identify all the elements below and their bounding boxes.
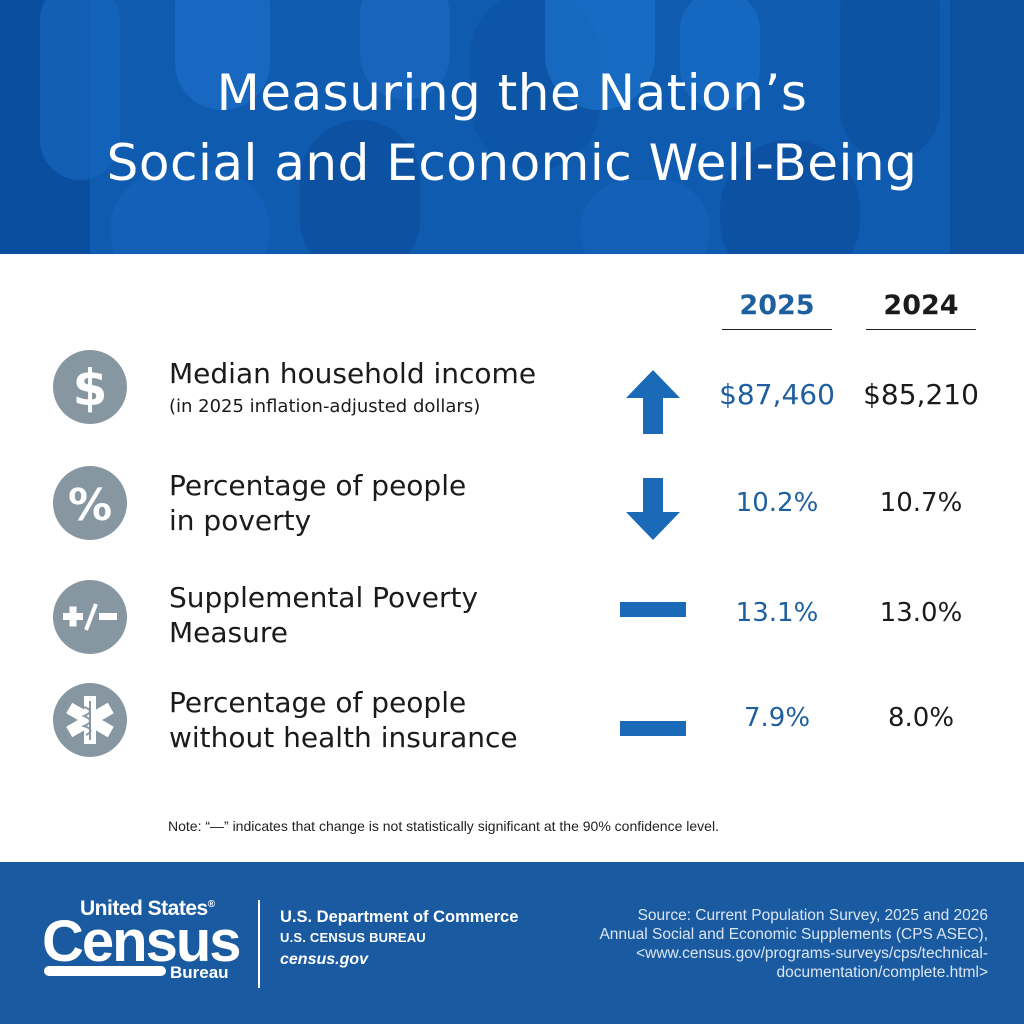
- column-header-2025: 2025: [722, 290, 832, 330]
- website-link[interactable]: census.gov: [280, 951, 369, 968]
- up-arrow-icon: [626, 370, 680, 434]
- stat-label-income: Median household income (in 2025 inflati…: [169, 356, 536, 421]
- svg-text:%: %: [68, 480, 112, 531]
- logo-bureau: Bureau: [170, 963, 229, 982]
- logo-census: Census: [42, 909, 242, 974]
- no-change-dash-icon: [620, 602, 686, 617]
- stat-label-supplemental-poverty: Supplemental Poverty Measure: [169, 580, 478, 650]
- source-line-2: Annual Social and Economic Supplements (…: [599, 926, 988, 943]
- value-2024-supplemental-poverty: 13.0%: [879, 598, 963, 628]
- page-title: Measuring the Nation’s Social and Econom…: [0, 58, 1024, 198]
- no-change-dash-icon: [620, 721, 686, 736]
- percent-icon: %: [53, 466, 127, 540]
- stat-label-poverty-line-2: in poverty: [169, 504, 312, 537]
- significance-note: Note: “—” indicates that change is not s…: [168, 818, 719, 834]
- value-2025-health-insurance: 7.9%: [743, 703, 811, 733]
- department-block: U.S. Department of Commerce U.S. CENSUS …: [280, 906, 518, 972]
- stat-label-health-line-2: without health insurance: [169, 721, 518, 754]
- stat-label-income-text: Median household income: [169, 357, 537, 390]
- stat-label-spm-line-2: Measure: [169, 616, 288, 649]
- stat-label-health-insurance: Percentage of people without health insu…: [169, 685, 518, 755]
- logo-registered-mark: ®: [207, 899, 215, 910]
- stat-label-poverty-line-1: Percentage of people: [169, 469, 467, 502]
- dollar-icon: $: [53, 350, 127, 424]
- down-arrow-icon: [626, 478, 680, 540]
- logo-underline: [44, 966, 166, 976]
- value-2024-income: $85,210: [863, 378, 979, 411]
- svg-text:$: $: [73, 359, 108, 417]
- medical-star-icon: [53, 683, 127, 757]
- plus-minus-icon: [53, 580, 127, 654]
- value-2024-poverty: 10.7%: [879, 488, 963, 518]
- header-background-pattern: [0, 0, 1024, 254]
- title-line-2: Social and Economic Well-Being: [106, 134, 918, 192]
- column-header-2024: 2024: [866, 290, 976, 330]
- footer-divider: [258, 900, 260, 988]
- census-logo: United States® Census Bureau: [42, 897, 242, 997]
- source-line-1: Source: Current Population Survey, 2025 …: [637, 907, 988, 924]
- source-line-3: <www.census.gov/programs-surveys/cps/tec…: [636, 945, 988, 962]
- stat-label-spm-line-1: Supplemental Poverty: [169, 581, 479, 614]
- value-2025-supplemental-poverty: 13.1%: [735, 598, 819, 628]
- footer: United States® Census Bureau U.S. Depart…: [0, 862, 1024, 1024]
- stat-label-health-line-1: Percentage of people: [169, 686, 467, 719]
- value-2025-income: $87,460: [719, 378, 835, 411]
- value-2025-poverty: 10.2%: [735, 488, 819, 518]
- title-line-1: Measuring the Nation’s: [216, 64, 808, 122]
- bureau-name: U.S. CENSUS BUREAU: [280, 930, 426, 945]
- source-line-4: documentation/complete.html>: [776, 964, 988, 981]
- department-name: U.S. Department of Commerce: [280, 908, 519, 926]
- stat-label-income-subtext: (in 2025 inflation-adjusted dollars): [169, 396, 481, 417]
- stat-label-poverty: Percentage of people in poverty: [169, 468, 466, 538]
- header-banner: Measuring the Nation’s Social and Econom…: [0, 0, 1024, 254]
- logo-top-text: United States: [80, 897, 208, 920]
- source-citation: Source: Current Population Survey, 2025 …: [568, 906, 988, 982]
- logo-united-states: United States®: [80, 897, 215, 921]
- value-2024-health-insurance: 8.0%: [887, 703, 955, 733]
